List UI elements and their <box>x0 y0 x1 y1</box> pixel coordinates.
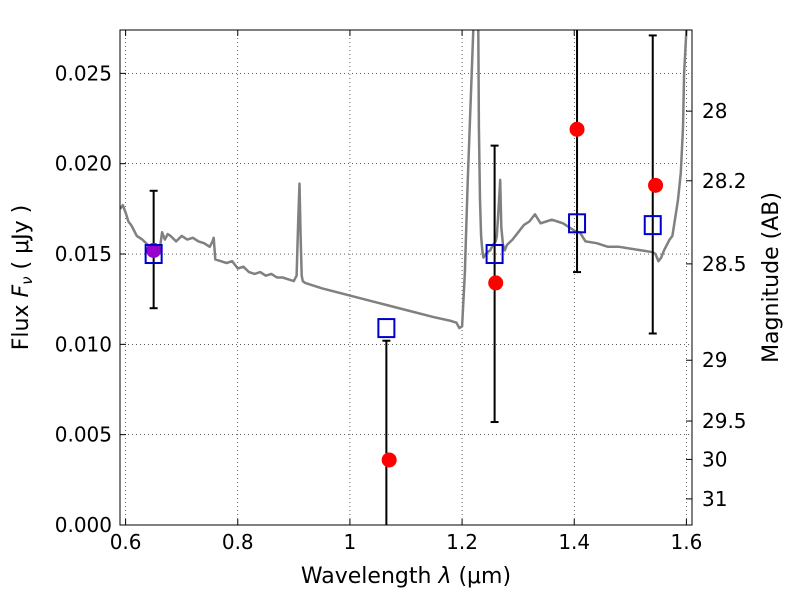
y-tick-label: 0.000 <box>55 513 112 537</box>
y-tick-label: 0.020 <box>55 152 112 176</box>
observed-point <box>146 242 162 258</box>
x-axis-label: Wavelength λ (μm) <box>301 564 511 589</box>
y2-tick-label: 29.5 <box>702 409 747 433</box>
spectrum-line <box>120 30 688 330</box>
model-point <box>377 318 396 339</box>
model-point <box>568 213 587 234</box>
spectrum-series <box>120 30 688 330</box>
y2-tick-label: 29 <box>702 348 727 372</box>
x-tick-label: 1 <box>344 530 357 554</box>
y-tick-label: 0.010 <box>55 332 112 356</box>
y-axis-label: Flux Fν ( μJy ) <box>9 205 36 350</box>
grid <box>120 30 692 526</box>
observed-point <box>648 177 664 193</box>
y-tick-label: 0.005 <box>55 423 112 447</box>
y2-tick-label: 30 <box>702 447 727 471</box>
observed-point <box>381 452 397 468</box>
x-tick-label: 1.6 <box>670 530 702 554</box>
y2-tick-label: 31 <box>702 487 727 511</box>
y2-tick-label: 28.2 <box>702 169 747 193</box>
model-point <box>144 244 163 265</box>
y-tick-label: 0.025 <box>55 61 112 85</box>
data-points <box>144 121 664 468</box>
x-tick-label: 1.2 <box>446 530 478 554</box>
model-point <box>485 244 504 265</box>
observed-point <box>488 275 504 291</box>
x-tick-label: 1.4 <box>558 530 590 554</box>
errorbars <box>149 30 657 525</box>
observed-point <box>569 121 585 137</box>
y2-axis-label: Magnitude (AB) <box>759 192 784 363</box>
x-tick-label: 0.6 <box>110 530 142 554</box>
model-point <box>643 215 662 236</box>
y2-tick-label: 28.5 <box>702 252 747 276</box>
y2-tick-label: 28 <box>702 99 727 123</box>
ticks: 0.6 0.8 1 1.2 1.4 1.6 0.000 0.005 0.010 0.015 0.02… <box>55 30 747 554</box>
y-tick-label: 0.015 <box>55 242 112 266</box>
plot-frame <box>119 29 693 526</box>
x-tick-label: 0.8 <box>222 530 254 554</box>
